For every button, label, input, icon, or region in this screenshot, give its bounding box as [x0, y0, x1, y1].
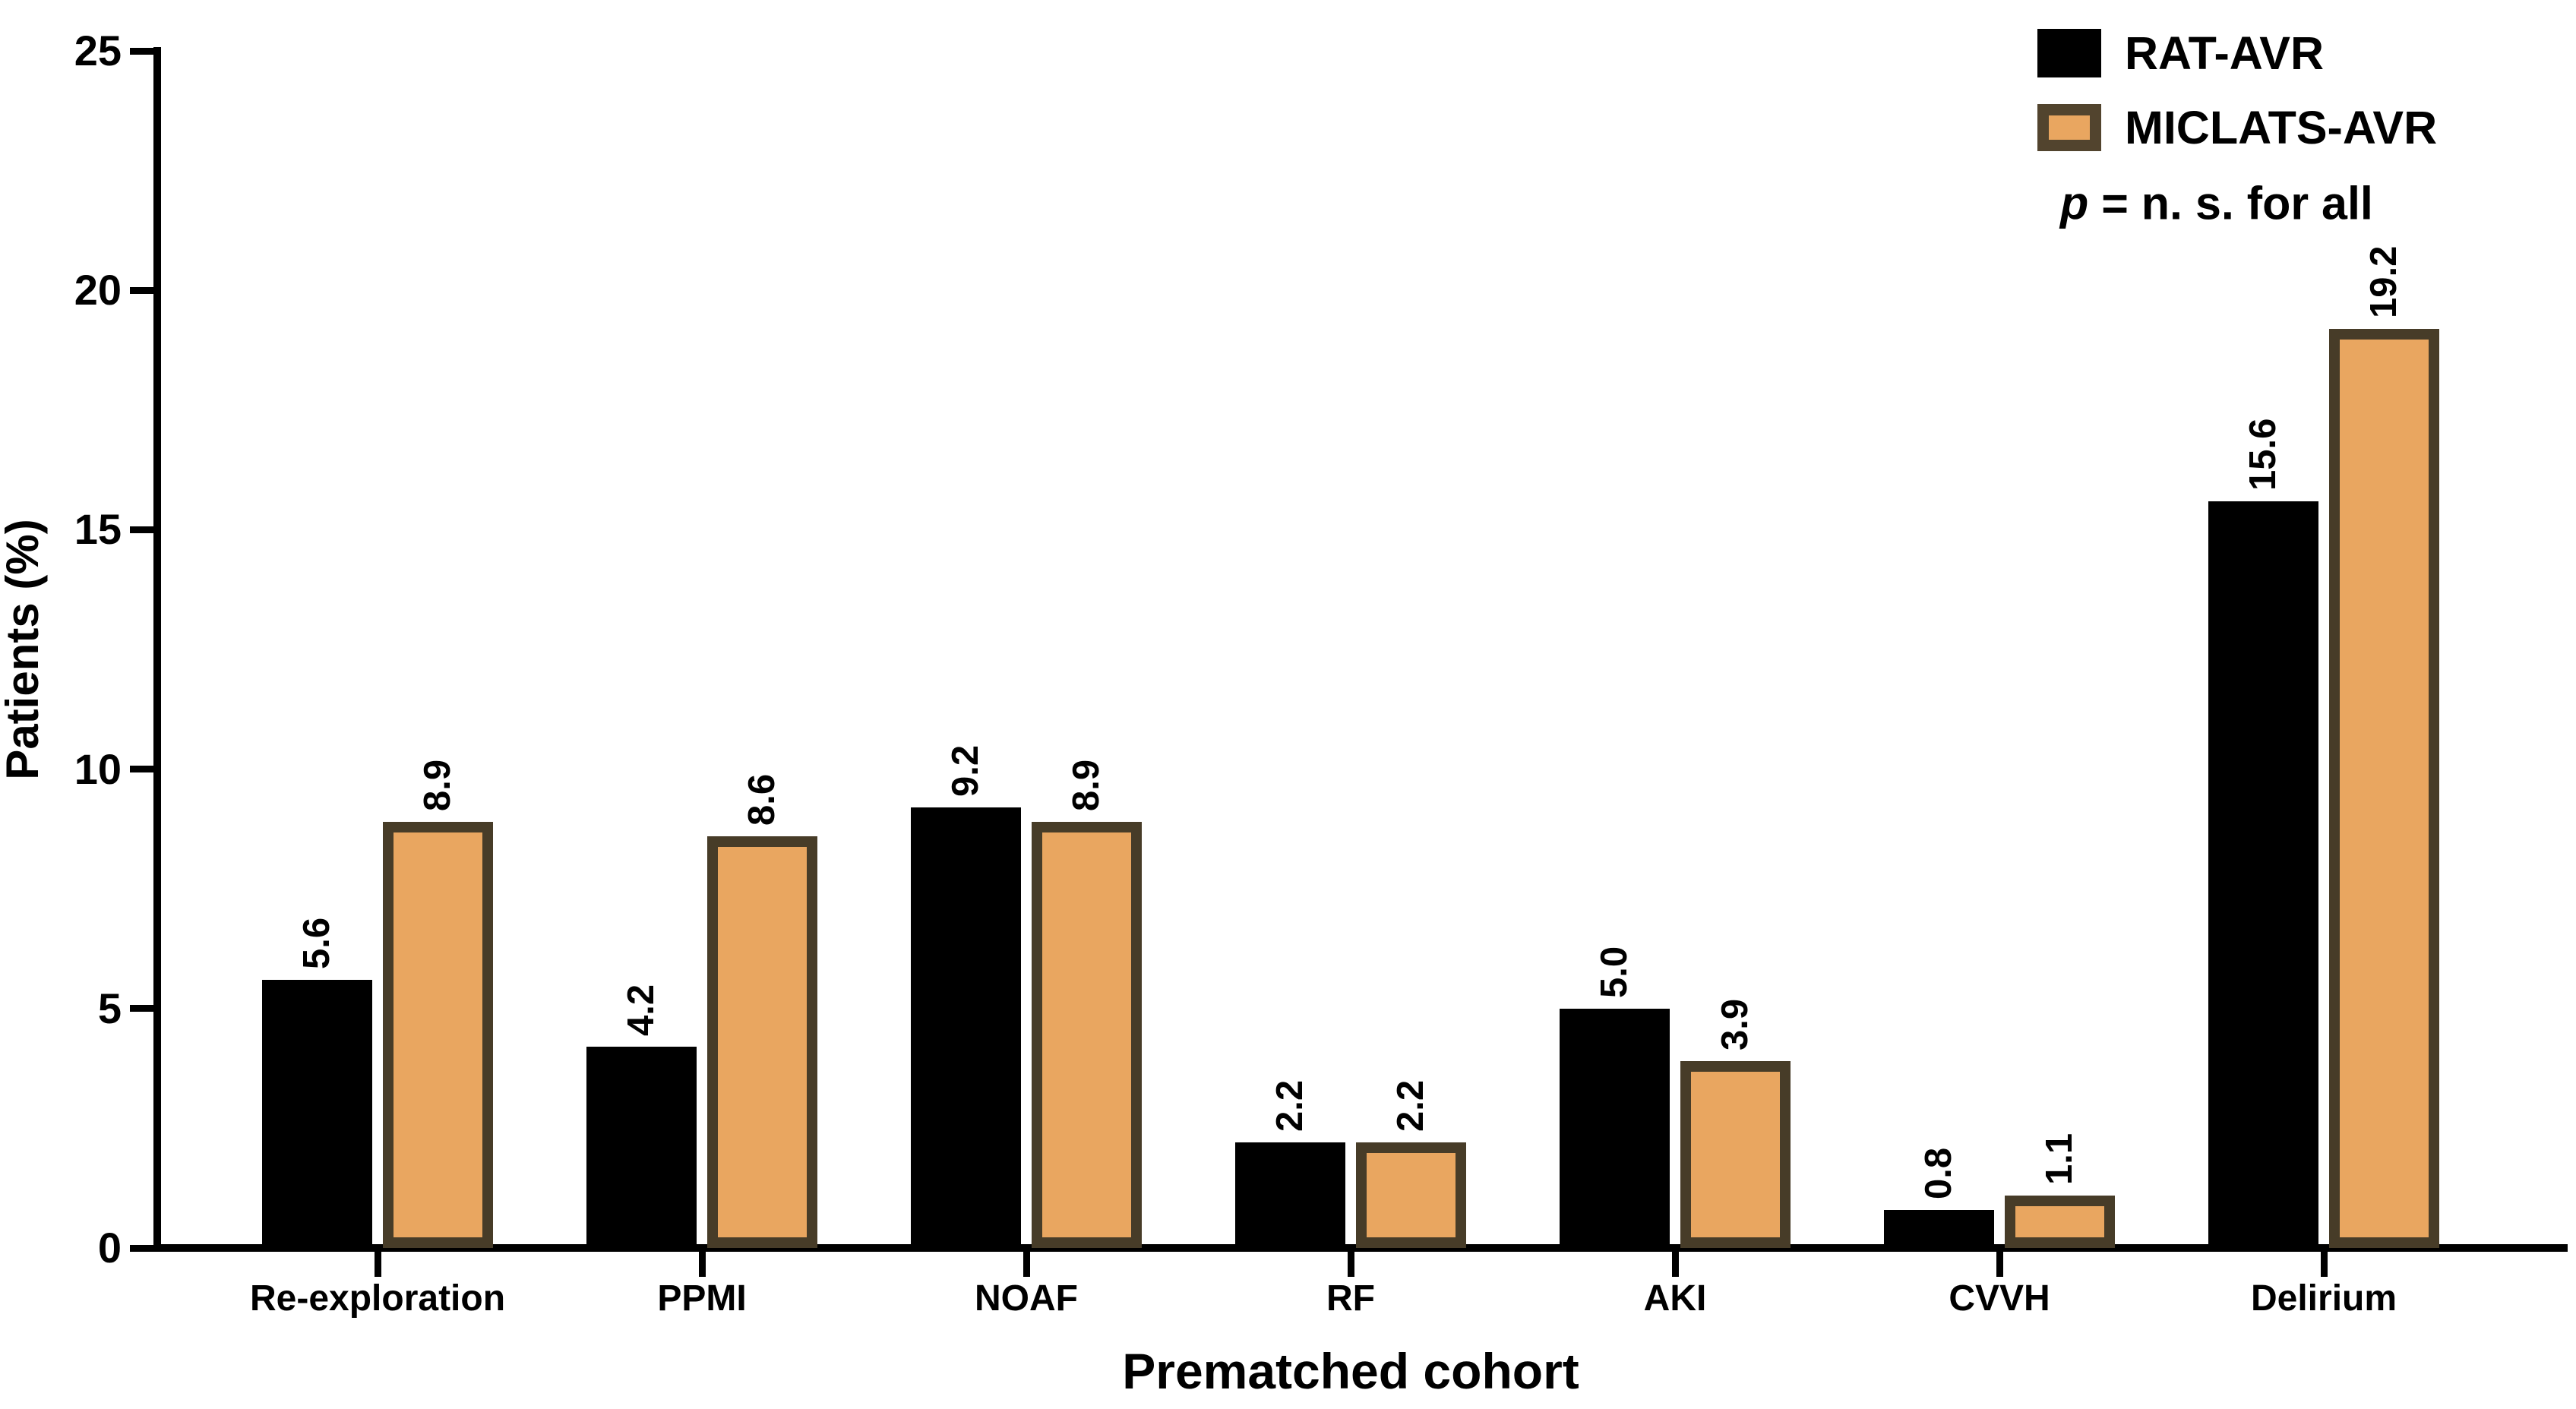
value-label: 3.9	[1715, 999, 1756, 1051]
bar-rat-avr-delirium	[2208, 501, 2318, 1248]
bar-miclats-avr-aki	[1680, 1061, 1791, 1248]
value-label: 5.0	[1594, 946, 1635, 998]
value-label: 1.1	[2039, 1133, 2080, 1185]
x-tick-mark	[1022, 1252, 1030, 1277]
category-label-cvvh: CVVH	[1949, 1278, 2050, 1319]
category-label-delirium: Delirium	[2250, 1278, 2397, 1319]
y-tick-mark	[130, 526, 153, 533]
y-tick-mark	[130, 47, 153, 55]
value-label: 9.2	[945, 744, 986, 798]
bar-rat-avr-aki	[1560, 1008, 1670, 1248]
legend-swatch-orange	[2037, 104, 2101, 151]
legend-item-rat-avr: RAT-AVR	[2037, 29, 2324, 77]
significance-annotation: p = n. s. for all	[2060, 177, 2373, 229]
y-tick-label: 5	[97, 984, 122, 1032]
bar-miclats-avr-rf	[1356, 1142, 1466, 1248]
category-label-ppmi: PPMI	[657, 1278, 747, 1319]
y-tick-mark	[130, 1244, 153, 1252]
value-label: 2.2	[1390, 1080, 1431, 1133]
category-label-noaf: NOAF	[975, 1278, 1078, 1319]
x-tick-mark	[698, 1252, 706, 1277]
category-label-aki: AKI	[1643, 1278, 1707, 1319]
legend-label-miclats-avr: MICLATS-AVR	[2125, 101, 2438, 153]
p-symbol: p	[2060, 177, 2089, 229]
y-tick-mark	[130, 1005, 153, 1013]
value-label: 19.2	[2363, 245, 2404, 318]
y-tick-label: 25	[74, 27, 122, 74]
y-tick-label: 0	[97, 1224, 122, 1272]
value-label: 15.6	[2243, 418, 2284, 491]
x-tick-mark	[1347, 1252, 1354, 1277]
y-tick-mark	[130, 766, 153, 773]
bar-rat-avr-re-exploration	[262, 979, 372, 1248]
bar-rat-avr-cvvh	[1884, 1209, 1994, 1248]
value-label: 8.6	[741, 773, 782, 826]
x-tick-mark	[2320, 1252, 2328, 1277]
y-axis-title: Patients (%)	[0, 519, 48, 780]
p-text: = n. s. for all	[2088, 177, 2373, 229]
value-label: 5.6	[296, 917, 337, 969]
y-tick-mark	[130, 286, 153, 294]
bar-miclats-avr-re-exploration	[383, 821, 493, 1248]
x-axis-line	[153, 1244, 2568, 1252]
y-tick-label: 20	[74, 266, 122, 314]
bar-miclats-avr-delirium	[2329, 328, 2439, 1248]
category-label-rf: RF	[1326, 1278, 1375, 1319]
x-tick-mark	[1671, 1252, 1679, 1277]
category-label-re-exploration: Re-exploration	[249, 1278, 506, 1319]
value-label: 8.9	[1066, 759, 1107, 811]
legend-label-rat-avr: RAT-AVR	[2125, 27, 2325, 79]
x-axis-title: Prematched cohort	[1122, 1343, 1579, 1399]
value-label: 2.2	[1269, 1080, 1310, 1133]
value-label: 8.9	[417, 759, 458, 811]
bar-miclats-avr-ppmi	[707, 836, 817, 1248]
legend-swatch-black	[2037, 29, 2101, 77]
y-tick-label: 10	[74, 744, 122, 793]
legend-item-miclats-avr: MICLATS-AVR	[2037, 104, 2437, 151]
value-label: 4.2	[621, 984, 662, 1037]
y-tick-label: 15	[74, 505, 122, 554]
y-axis-spine	[153, 47, 161, 1252]
x-tick-mark	[1996, 1252, 2003, 1277]
value-label: 0.8	[1918, 1147, 1959, 1199]
x-tick-mark	[374, 1252, 381, 1277]
bar-rat-avr-ppmi	[586, 1047, 697, 1248]
bar-miclats-avr-noaf	[1032, 821, 1142, 1248]
bar-miclats-avr-cvvh	[2005, 1195, 2115, 1248]
bar-rat-avr-noaf	[911, 807, 1021, 1248]
bar-rat-avr-rf	[1235, 1142, 1345, 1248]
